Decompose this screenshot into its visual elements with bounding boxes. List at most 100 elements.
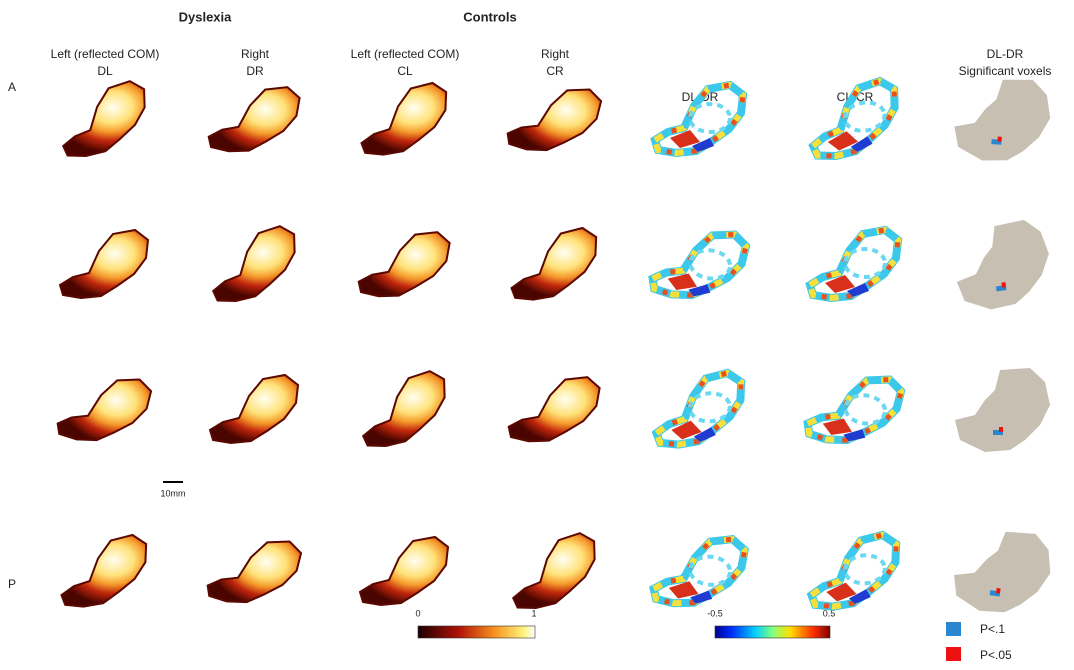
brain-map — [956, 219, 1049, 310]
region-mask — [954, 79, 1051, 161]
voxel — [1001, 282, 1007, 288]
brain-map — [803, 375, 906, 445]
diff-core — [670, 130, 700, 148]
brain-map — [808, 76, 899, 161]
diff-ring — [807, 531, 900, 610]
activation-blob — [207, 86, 301, 153]
colorbar-label: 0.5 — [823, 608, 836, 618]
group-title: Dyslexia — [179, 9, 233, 24]
voxel — [999, 427, 1003, 432]
activation-blob — [358, 535, 450, 607]
activation-blob — [211, 225, 296, 303]
diff-core — [668, 581, 699, 599]
diff-ring — [650, 536, 748, 607]
diff-core — [850, 136, 873, 152]
activation-blob — [208, 373, 300, 445]
brain-map — [649, 535, 749, 608]
diff-core — [671, 420, 702, 440]
brain-map — [58, 228, 150, 300]
brain-map — [506, 88, 603, 152]
diff-core — [692, 138, 714, 152]
column-header: Left (reflected COM) — [351, 47, 460, 61]
diff-inner — [843, 393, 888, 426]
brain-map — [648, 230, 751, 300]
diff-ring — [806, 226, 902, 302]
activation-blob — [511, 532, 596, 610]
region-mask — [954, 531, 1051, 613]
voxel — [995, 587, 1001, 594]
colorbar-label: 1 — [531, 608, 536, 618]
diff-core — [693, 427, 716, 443]
row-label: P — [8, 577, 16, 591]
brain-map — [511, 532, 596, 610]
column-header: DL-DR — [987, 47, 1024, 61]
row-label: A — [8, 80, 16, 94]
column-header: CR — [546, 64, 564, 78]
activation-blob — [60, 533, 148, 608]
region-mask — [955, 368, 1050, 452]
diff-inner — [688, 248, 733, 281]
brain-map — [208, 373, 300, 445]
column-header: Left (reflected COM) — [51, 47, 160, 61]
diff-colorbar — [714, 625, 831, 639]
diff-inner — [842, 553, 887, 586]
column-header: Right — [241, 47, 270, 61]
column-header: DR — [246, 64, 264, 78]
diff-core — [848, 589, 871, 605]
brain-map — [806, 530, 901, 611]
legend-label: P<.05 — [980, 648, 1012, 662]
brain-map — [507, 376, 601, 443]
brain-map — [357, 231, 451, 298]
activation-blob — [58, 228, 150, 300]
activation-blob — [56, 378, 153, 442]
diff-ring — [649, 231, 750, 299]
brain-map — [358, 535, 450, 607]
column-header: Significant voxels — [959, 64, 1052, 78]
activation-blob — [510, 226, 598, 301]
activation-blob — [61, 80, 146, 158]
activation-blob — [360, 81, 448, 156]
brain-map — [61, 80, 146, 158]
diff-core — [825, 275, 855, 293]
diff-ring — [804, 376, 905, 444]
activation-blob — [506, 88, 603, 152]
brain-map — [360, 81, 448, 156]
voxel — [993, 430, 1003, 435]
group-title: Controls — [463, 9, 516, 24]
scale-label: 10mm — [160, 488, 185, 498]
brain-map — [650, 80, 748, 158]
column-header: DL — [97, 64, 113, 78]
legend-swatch — [946, 647, 961, 661]
colorbar-label: -0.5 — [707, 608, 723, 618]
diff-core — [843, 429, 866, 442]
diff-ring — [651, 81, 747, 157]
diff-inner — [843, 247, 887, 279]
brain-map — [361, 370, 446, 448]
brain-map — [954, 531, 1051, 613]
brain-map — [955, 368, 1050, 452]
brain-map — [60, 533, 148, 608]
voxel — [997, 136, 1002, 142]
brain-map — [805, 225, 903, 303]
brain-map — [206, 540, 303, 604]
brain-map — [211, 225, 296, 303]
activation-blob — [357, 231, 451, 298]
region-mask — [956, 219, 1049, 310]
brain-map — [651, 368, 746, 449]
activation-blob — [206, 540, 303, 604]
brain-map — [207, 86, 301, 153]
legend-label: P<.1 — [980, 622, 1005, 636]
diff-ring — [809, 77, 898, 160]
legend-swatch — [946, 622, 961, 636]
diff-core — [667, 273, 697, 290]
diff-ring — [652, 369, 745, 448]
diff-inner — [687, 391, 732, 424]
column-header: CL — [397, 64, 413, 78]
diff-inner — [688, 554, 733, 587]
diff-core — [690, 590, 713, 604]
diff-core — [847, 283, 869, 297]
brain-map — [510, 226, 598, 301]
activation-blob — [507, 376, 601, 443]
column-header: Right — [541, 47, 570, 61]
